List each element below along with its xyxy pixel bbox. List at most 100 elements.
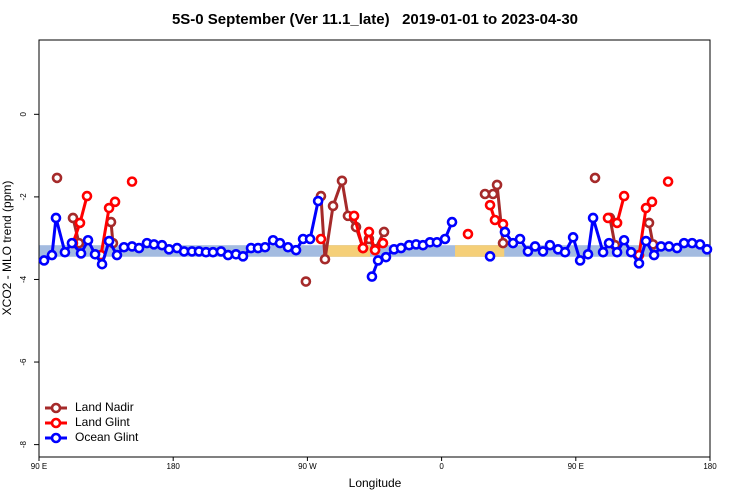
data-point	[602, 212, 614, 224]
data-point	[259, 241, 271, 253]
data-point	[46, 249, 58, 261]
data-point	[582, 248, 594, 260]
x-tick-label: 180	[703, 462, 717, 471]
data-point	[544, 239, 556, 251]
data-point	[625, 246, 637, 258]
highlight-span	[325, 245, 371, 257]
data-point	[487, 188, 499, 200]
data-point	[357, 242, 369, 254]
data-point	[574, 255, 586, 266]
data-point	[640, 202, 652, 214]
data-point	[491, 179, 503, 191]
data-point	[662, 176, 674, 187]
data-point	[148, 239, 160, 250]
data-point	[671, 242, 683, 254]
data-point	[237, 251, 249, 262]
legend-label: Land Glint	[75, 415, 130, 429]
data-point	[618, 234, 630, 246]
data-point	[499, 226, 511, 238]
y-tick-label: 0	[19, 112, 28, 117]
data-point	[103, 202, 115, 214]
data-point	[497, 237, 509, 249]
legend-label: Ocean Glint	[75, 430, 139, 444]
data-point	[369, 244, 381, 256]
x-tick-label: 90 W	[298, 462, 317, 471]
data-point	[81, 190, 93, 202]
data-point	[82, 234, 94, 246]
y-tick-label: -8	[19, 441, 28, 449]
legend-marker	[50, 432, 62, 444]
data-point	[663, 241, 675, 252]
data-point	[363, 226, 375, 238]
data-point	[67, 212, 79, 224]
x-tick-label: 180	[167, 462, 181, 471]
y-tick-label: -2	[19, 193, 28, 201]
y-tick-label: -6	[19, 358, 28, 366]
data-point	[89, 248, 101, 260]
data-point	[378, 226, 390, 238]
data-point	[611, 217, 623, 229]
data-point	[118, 241, 130, 253]
data-point	[567, 232, 579, 243]
legend-label: Land Nadir	[75, 400, 134, 414]
data-point	[529, 241, 541, 252]
data-point	[439, 233, 451, 245]
data-point	[111, 249, 123, 261]
data-point	[484, 251, 496, 262]
data-point	[522, 246, 534, 257]
data-point	[38, 255, 50, 266]
data-point	[274, 237, 286, 249]
y-tick-label: -4	[19, 275, 28, 283]
chart-title: 5S-0 September (Ver 11.1_late) 2019-01-0…	[172, 11, 578, 28]
data-point	[446, 216, 458, 228]
data-point	[559, 246, 571, 258]
data-point	[603, 237, 615, 249]
data-point	[319, 253, 331, 265]
data-point	[126, 176, 138, 187]
y-axis-label: XCO2 - MLO trend (ppm)	[0, 181, 14, 316]
highlight-span	[455, 245, 505, 257]
data-point	[366, 271, 378, 282]
data-point	[348, 210, 360, 222]
data-point	[646, 196, 658, 208]
data-point	[66, 237, 78, 249]
data-point	[163, 244, 175, 255]
data-point	[312, 195, 324, 207]
data-point	[537, 246, 549, 257]
data-point	[633, 258, 645, 269]
data-point	[207, 246, 219, 258]
data-point	[103, 235, 115, 247]
data-point	[96, 258, 108, 270]
data-point	[75, 248, 87, 259]
data-point	[304, 233, 316, 245]
data-point	[489, 214, 501, 226]
data-point	[290, 244, 302, 256]
data-point	[701, 244, 713, 255]
data-point	[694, 239, 706, 250]
legend-marker	[50, 417, 62, 429]
data-point	[300, 276, 312, 287]
data-point	[74, 217, 86, 229]
x-axis-label: Longitude	[349, 476, 402, 490]
data-point	[514, 233, 526, 245]
data-point	[327, 200, 339, 212]
data-point	[109, 196, 121, 208]
data-point	[51, 172, 63, 184]
data-point	[643, 217, 655, 229]
data-point	[380, 251, 392, 263]
data-point	[589, 172, 601, 184]
data-point	[377, 237, 389, 249]
data-point	[640, 235, 652, 247]
data-point	[587, 212, 599, 224]
x-tick-label: 90 E	[31, 462, 47, 471]
data-point	[50, 212, 62, 224]
data-point	[133, 242, 145, 254]
data-point	[597, 246, 609, 258]
data-point	[336, 175, 348, 187]
data-point	[315, 233, 327, 245]
x-tick-label: 0	[439, 462, 444, 471]
data-point	[618, 190, 630, 202]
data-point	[648, 249, 660, 261]
data-point	[611, 246, 623, 258]
